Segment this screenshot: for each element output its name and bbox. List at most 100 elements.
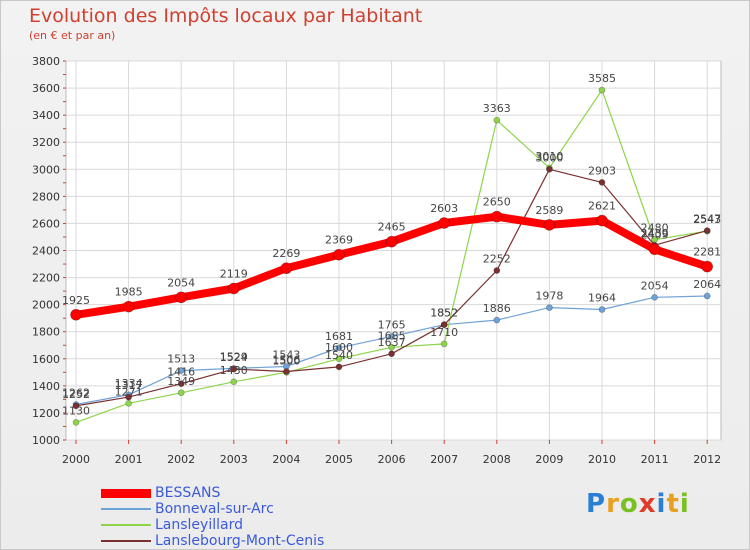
- data-point: [596, 214, 608, 227]
- data-label: 1925: [62, 294, 90, 307]
- y-tick-label: 2200: [32, 272, 60, 285]
- data-label: 2281: [693, 246, 721, 259]
- y-tick-label: 2800: [32, 190, 60, 203]
- data-point: [388, 343, 395, 351]
- logo-letter: i: [679, 489, 690, 519]
- data-point: [546, 165, 553, 173]
- data-point: [703, 227, 711, 234]
- legend-item-lansleyillard: Lansleyillard: [101, 517, 324, 533]
- data-point: [651, 294, 658, 301]
- data-label: 1978: [535, 290, 563, 303]
- logo-letter: x: [638, 489, 657, 519]
- y-tick-label: 3000: [32, 163, 60, 176]
- data-label: 2439: [641, 227, 669, 240]
- legend-label: BESSANS: [155, 485, 221, 501]
- logo-letter: o: [619, 489, 639, 519]
- data-point: [598, 179, 606, 186]
- y-tick-label: 3800: [32, 55, 60, 68]
- data-label: 1524: [220, 351, 248, 364]
- data-point: [177, 389, 185, 397]
- data-point: [283, 368, 290, 375]
- data-point: [230, 365, 238, 373]
- data-label: 1430: [220, 364, 248, 377]
- data-label: 3000: [535, 151, 563, 164]
- data-label: 1416: [167, 366, 195, 379]
- data-label: 3363: [483, 102, 511, 115]
- y-tick-label: 3200: [32, 136, 60, 149]
- y-tick-label: 1600: [32, 353, 60, 366]
- data-point: [546, 304, 553, 311]
- legend-label: Bonneval-sur-Arc: [155, 501, 274, 517]
- data-label: 1500: [272, 354, 300, 367]
- y-tick-label: 2000: [32, 299, 60, 312]
- data-label: 1130: [62, 404, 90, 417]
- legend-item-bessans: BESSANS: [101, 485, 324, 501]
- data-label: 1334: [115, 377, 143, 390]
- data-label: 2480: [641, 222, 669, 235]
- data-label: 1252: [62, 388, 90, 401]
- data-label: 1985: [115, 286, 143, 299]
- legend-swatch-bonneval: [101, 508, 151, 510]
- data-point: [598, 306, 606, 313]
- data-label: 1852: [430, 307, 458, 320]
- data-point: [177, 367, 185, 374]
- data-label: 2409: [641, 228, 669, 241]
- data-point: [440, 340, 448, 348]
- data-point: [72, 402, 80, 410]
- x-tick-label: 2006: [378, 453, 406, 466]
- data-label: 1710: [430, 326, 458, 339]
- data-label: 1543: [272, 349, 300, 362]
- data-point: [228, 282, 240, 295]
- x-tick-label: 2000: [62, 453, 90, 466]
- legend: BESSANS Bonneval-sur-Arc Lansleyillard L…: [101, 485, 324, 549]
- legend-swatch-lanslebourg: [101, 540, 151, 542]
- x-tick-label: 2009: [535, 453, 563, 466]
- chart-subtitle: (en € et par an): [29, 29, 116, 42]
- y-tick-label: 1400: [32, 380, 60, 393]
- data-label: 2054: [167, 276, 195, 289]
- y-tick-label: 3400: [32, 109, 60, 122]
- data-label: 1637: [378, 336, 406, 349]
- data-label: 2252: [483, 253, 511, 266]
- legend-swatch-bessans: [101, 488, 151, 498]
- data-label: 1852: [430, 307, 458, 320]
- data-point: [438, 217, 451, 229]
- data-label: 1685: [378, 329, 406, 342]
- logo-letter: r: [606, 489, 620, 519]
- data-label: 1262: [62, 387, 90, 400]
- legend-item-bonneval: Bonneval-sur-Arc: [101, 501, 324, 517]
- chart-title: Evolution des Impôts locaux par Habitant: [29, 5, 423, 27]
- data-point: [385, 235, 398, 248]
- data-label: 1271: [115, 385, 143, 398]
- data-label: 1681: [325, 330, 353, 343]
- data-label: 2269: [272, 247, 300, 260]
- data-label: 2603: [430, 202, 458, 215]
- data-label: 1349: [167, 375, 195, 388]
- data-point: [490, 210, 503, 223]
- line-chart: 1000 1200 1400 1600 1800 2000 2200 2400 2600 2800…: [32, 55, 722, 466]
- data-point: [493, 316, 501, 324]
- y-tick-label: 1200: [32, 407, 60, 420]
- data-point: [493, 267, 501, 274]
- data-label: 1964: [588, 292, 616, 305]
- legend-label: Lansleyillard: [155, 517, 243, 533]
- data-label: 2119: [220, 268, 248, 281]
- logo-letter: i: [656, 489, 667, 519]
- data-point: [280, 262, 293, 275]
- data-point: [125, 400, 132, 407]
- data-label: 1506: [272, 354, 300, 367]
- data-point: [175, 291, 187, 304]
- y-tick-label: 2400: [32, 245, 60, 258]
- data-label: 1540: [325, 349, 353, 362]
- data-label: 2465: [378, 221, 406, 234]
- x-tick-label: 2010: [588, 453, 616, 466]
- data-label: 3010: [535, 150, 563, 163]
- data-point: [648, 243, 661, 256]
- y-tick-label: 1000: [32, 434, 60, 447]
- x-tick-label: 2011: [641, 453, 669, 466]
- legend-item-lanslebourg: Lanslebourg-Mont-Cenis: [101, 533, 324, 549]
- x-tick-label: 2005: [325, 453, 353, 466]
- data-point: [701, 260, 714, 273]
- x-tick-label: 2012: [693, 453, 721, 466]
